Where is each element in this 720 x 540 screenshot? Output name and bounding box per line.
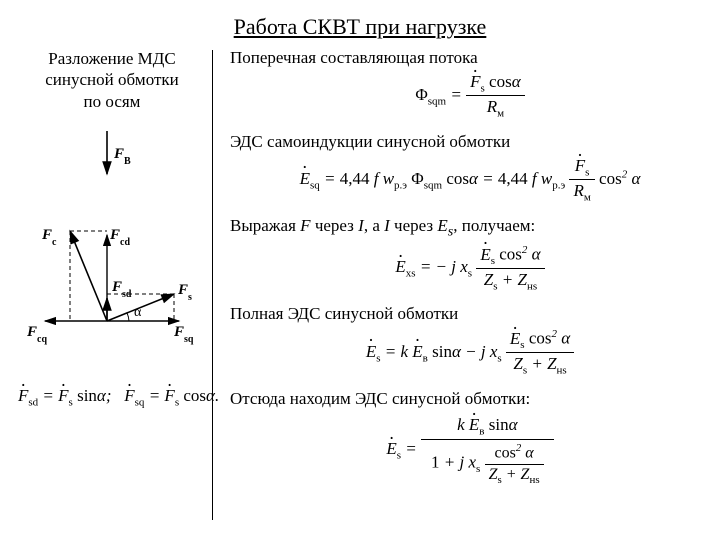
svg-text:Fs: Fs [177, 282, 192, 303]
svg-text:α: α [134, 305, 142, 320]
line-emf-self: ЭДС самоиндукции синусной обмотки [230, 132, 710, 152]
line3-p4: через [390, 216, 438, 235]
vector-diagram: FB Fc Fcd Fsd Fs Fcq Fsq α [12, 128, 212, 378]
svg-text:Fcd: Fcd [109, 227, 130, 248]
left-heading-l3: по осям [84, 92, 141, 111]
eq-fsd-fsq: Fsd = Fs sinα; Fsq = Fs cosα. [18, 386, 208, 408]
eq-esq: Esq = 4,44 f wр.э Φsqm cosα = 4,44 f wр.… [230, 156, 710, 204]
line3-Es: E [437, 216, 447, 235]
line3-F: F [300, 216, 310, 235]
left-heading: Разложение МДС синусной обмотки по осям [14, 48, 210, 112]
right-column: Поперечная составляющая потока Φsqm = Fs… [230, 48, 710, 500]
line3-p2: через [311, 216, 359, 235]
svg-text:Fsd: Fsd [111, 279, 132, 300]
eq-es-full: Es = k Eв sinα − j xs Es cos2 α Zs + Zнs [230, 328, 710, 376]
line-full-emf: Полная ЭДС синусной обмотки [230, 304, 710, 324]
vertical-divider [212, 50, 213, 520]
svg-text:Fcq: Fcq [26, 324, 47, 345]
line3-p1: Выражая [230, 216, 300, 235]
eq-es-final: Es = k Eв sinα 1 + j xs cos2 α Zs + Zнs [230, 413, 710, 488]
eq-exs: Exs = − j xs Es cos2 α Zs + Zнs [230, 244, 710, 292]
page-title: Работа СКВТ при нагрузке [0, 14, 720, 40]
line-result: Отсюда находим ЭДС синусной обмотки: [230, 389, 710, 409]
line3-p3: , а [364, 216, 384, 235]
svg-text:Fsq: Fsq [173, 324, 194, 345]
line-express: Выражая F через I, а I через Es, получае… [230, 216, 710, 240]
line3-p5: , получаем: [453, 216, 535, 235]
svg-text:Fc: Fc [41, 227, 57, 248]
left-heading-l2: синусной обмотки [45, 70, 179, 89]
eq-phi: Φsqm = Fs cosα Rм [230, 72, 710, 120]
svg-text:FB: FB [113, 146, 131, 167]
left-heading-l1: Разложение МДС [48, 49, 175, 68]
left-column: Разложение МДС синусной обмотки по осям [14, 48, 210, 112]
line-transverse: Поперечная составляющая потока [230, 48, 710, 68]
